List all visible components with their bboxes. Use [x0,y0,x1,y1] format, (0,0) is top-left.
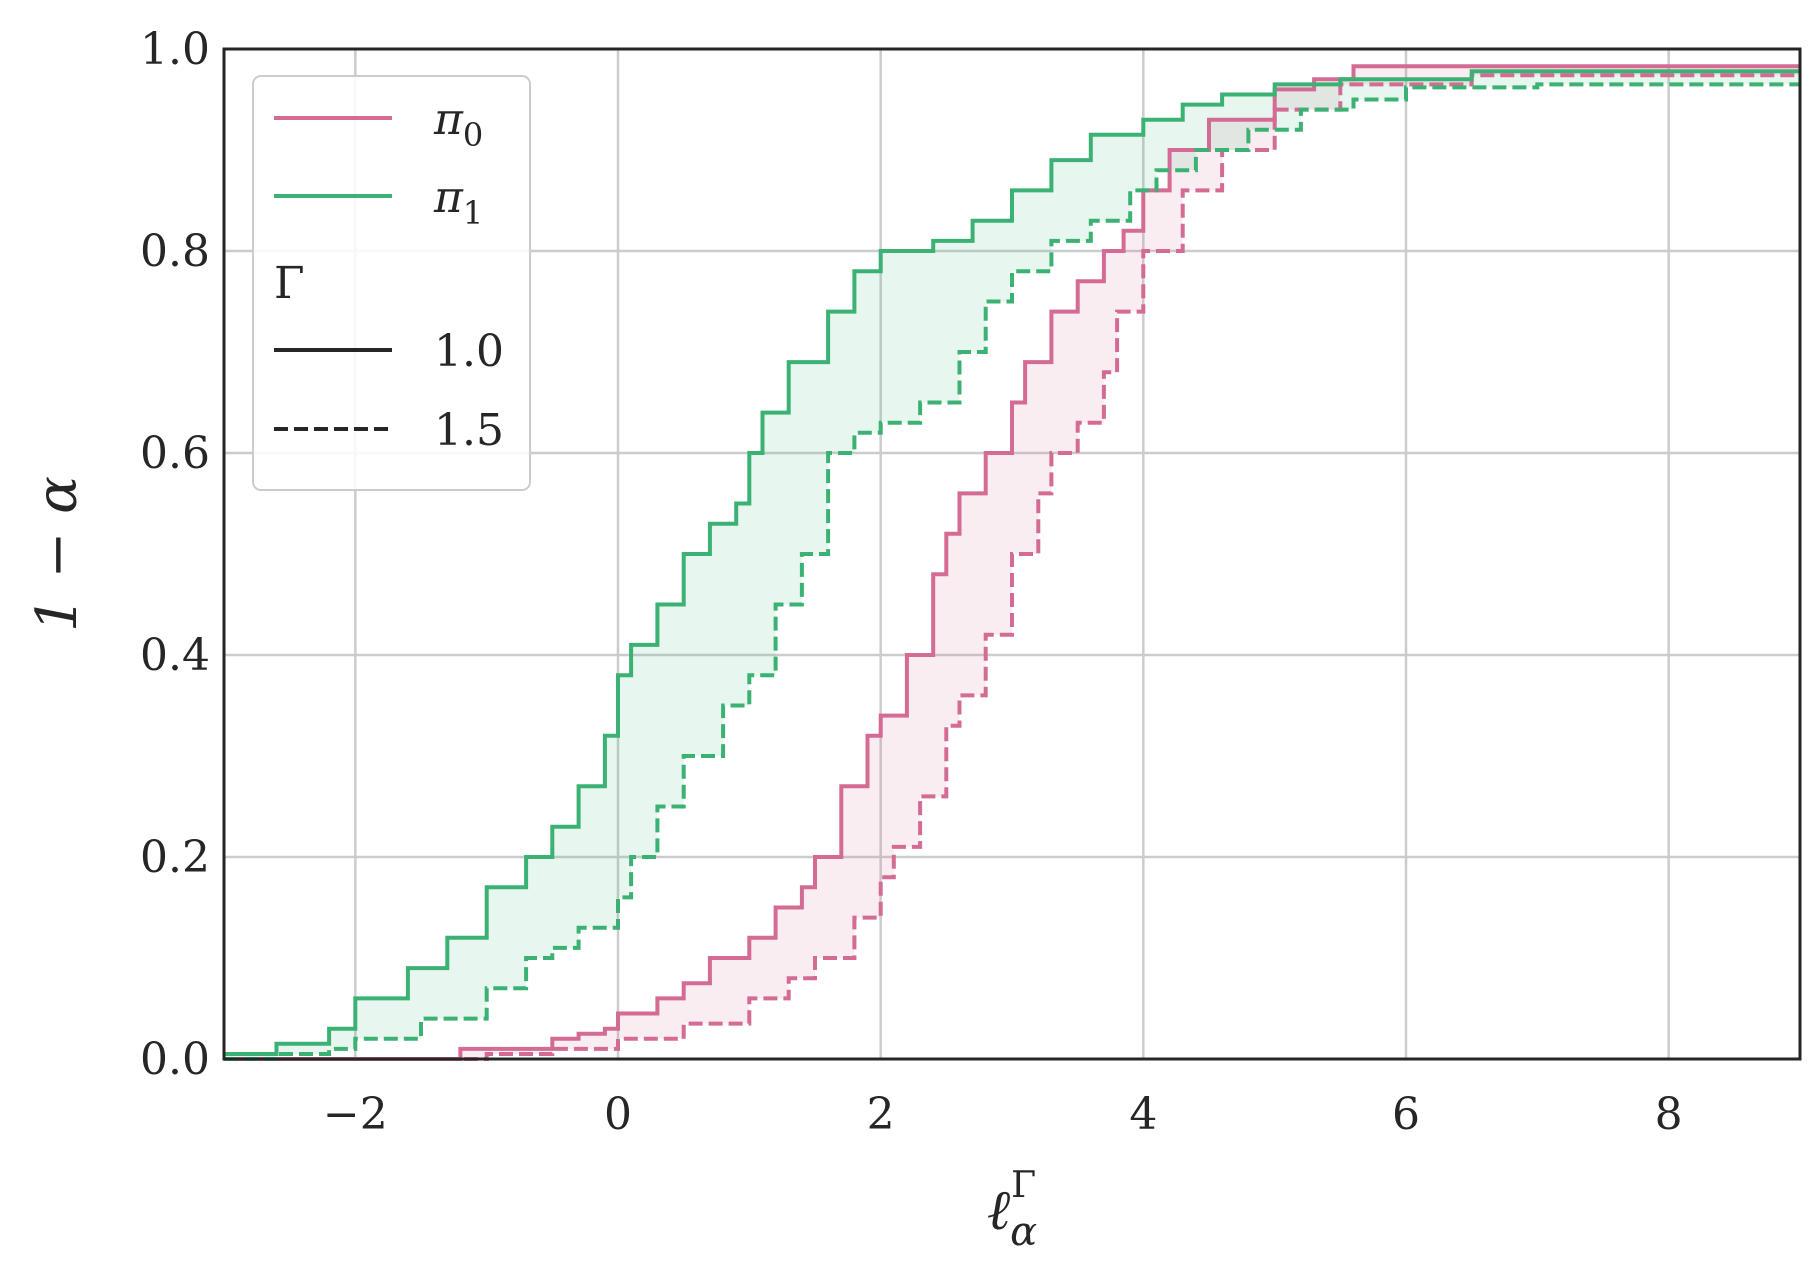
y-tick-labels: 0.0 0.2 0.4 0.6 0.8 1.0 [140,24,210,1085]
x-tick-labels: −2 0 2 4 6 8 [323,1089,1683,1140]
y-axis-label: 1 − α [25,476,90,632]
series-pi0-gamma-1-5 [224,73,1800,1061]
x-tick-label: 8 [1655,1089,1683,1140]
legend: π0 π1 Γ 1.0 1.5 [252,75,531,491]
series-lines [224,64,1800,1061]
legend-style-label: 1.0 [434,326,504,377]
legend-label-pi-1: π1 [433,172,483,232]
legend-box [252,75,531,491]
x-tick-label: 6 [1392,1089,1420,1140]
plot-frame [222,47,1802,1061]
legend-style-title: Γ [274,258,305,309]
y-tick-label: 0.0 [140,1034,210,1085]
x-tick-label: 4 [1129,1089,1157,1140]
legend-label-pi-0: π0 [433,94,483,154]
legend-style-label: 1.5 [434,405,504,456]
y-tick-label: 0.6 [140,428,210,479]
y-tick-label: 0.4 [140,630,210,681]
x-axis-label-main: ℓ [987,1178,1011,1243]
y-tick-label: 0.8 [140,226,210,277]
x-axis-label-sub: α [1010,1209,1037,1255]
x-tick-label: 0 [604,1089,632,1140]
x-tick-label: −2 [323,1089,388,1140]
x-axis-label: ℓαΓ [987,1165,1037,1255]
x-tick-label: 2 [867,1089,895,1140]
x-axis-label-sup: Γ [1011,1165,1036,1206]
y-tick-label: 1.0 [140,24,210,75]
band-pi1 [224,71,1800,1059]
series-pi1-gamma-1-0 [224,69,1800,1056]
y-tick-label: 0.2 [140,832,210,883]
